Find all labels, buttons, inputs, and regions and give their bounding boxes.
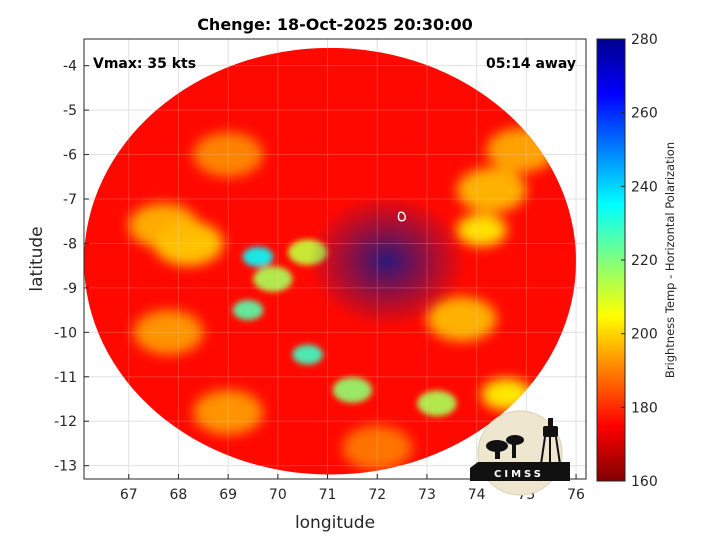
- chart-title: Chenge: 18-Oct-2025 20:30:00: [197, 15, 473, 34]
- colorbar-label: Brightness Temp - Horizontal Polarizatio…: [663, 142, 677, 378]
- feature-blob: [342, 425, 413, 471]
- x-axis: 67686970717273747576: [120, 474, 585, 503]
- colorbar-tick-label: 180: [631, 400, 658, 416]
- plot-frame: [83, 38, 587, 480]
- y-tick-label: -9: [63, 281, 77, 297]
- y-tick-label: -11: [54, 370, 77, 386]
- x-tick-label: 71: [319, 487, 337, 503]
- time-away-label: 05:14 away: [486, 56, 576, 72]
- y-tick-label: -6: [63, 148, 77, 164]
- y-axis: -4 -5 -6 -7 -8 -9 -10 -11 -12 -13: [54, 59, 89, 475]
- colorbar-tick-label: 200: [631, 327, 658, 343]
- storm-center-marker: [397, 211, 406, 222]
- colorbar-tick-label: 260: [631, 106, 658, 122]
- x-tick-label: 74: [468, 487, 486, 503]
- convective-features: [128, 127, 557, 471]
- feature-blob: [426, 296, 497, 342]
- small-features: [232, 239, 457, 417]
- x-tick-label: 67: [120, 487, 138, 503]
- feature-blob: [332, 377, 373, 403]
- feature-blob: [232, 300, 264, 321]
- colorbar: 280 260 240 220 200 180 160 Brightness Temp - …: [596, 32, 677, 490]
- colorbar-tick-label: 160: [631, 474, 658, 490]
- y-tick-label: -10: [54, 325, 77, 341]
- y-axis-label: latitude: [27, 226, 47, 291]
- feature-blob: [193, 390, 263, 435]
- grid-overlay: [84, 39, 586, 479]
- feature-blob: [133, 310, 204, 355]
- feature-blob: [128, 203, 199, 248]
- feature-blob: [456, 167, 527, 213]
- feature-blob: [417, 390, 457, 417]
- colorbar-tick-label: 240: [631, 179, 658, 195]
- x-axis-label: longitude: [295, 513, 375, 533]
- x-tick-label: 70: [269, 487, 287, 503]
- eye-region: [307, 194, 467, 328]
- colorbar-gradient: [596, 38, 626, 482]
- y-tick-label: -5: [63, 103, 77, 119]
- logo-text: CIMSS: [494, 469, 544, 480]
- feature-blob: [193, 132, 263, 177]
- y-tick-label: -4: [63, 59, 77, 75]
- feature-blob: [292, 344, 323, 365]
- vmax-label: Vmax: 35 kts: [93, 56, 196, 72]
- y-tick-label: -7: [63, 192, 77, 208]
- cimss-logo: CIMSS: [470, 410, 570, 496]
- feature-blob: [242, 246, 274, 267]
- y-tick-label: -8: [63, 236, 77, 252]
- x-tick-label: 72: [368, 487, 386, 503]
- swath-image: [84, 47, 577, 475]
- x-tick-label: 69: [219, 487, 237, 503]
- colorbar-tick-label: 220: [631, 253, 658, 269]
- x-tick-label: 68: [170, 487, 188, 503]
- colorbar-ticks: 280 260 240 220 200 180 160: [621, 32, 658, 490]
- feature-blob: [456, 214, 507, 247]
- plot-area: 67686970717273747576 -4-5-6-7-8-9-10-11-…: [54, 38, 587, 503]
- y-tick-label: -12: [54, 414, 77, 430]
- colorbar-tick-label: 280: [631, 32, 658, 48]
- x-tick-label: 73: [418, 487, 436, 503]
- x-tick-label: 76: [567, 487, 585, 503]
- y-tick-label: -13: [54, 459, 77, 475]
- feature-blob: [253, 266, 293, 292]
